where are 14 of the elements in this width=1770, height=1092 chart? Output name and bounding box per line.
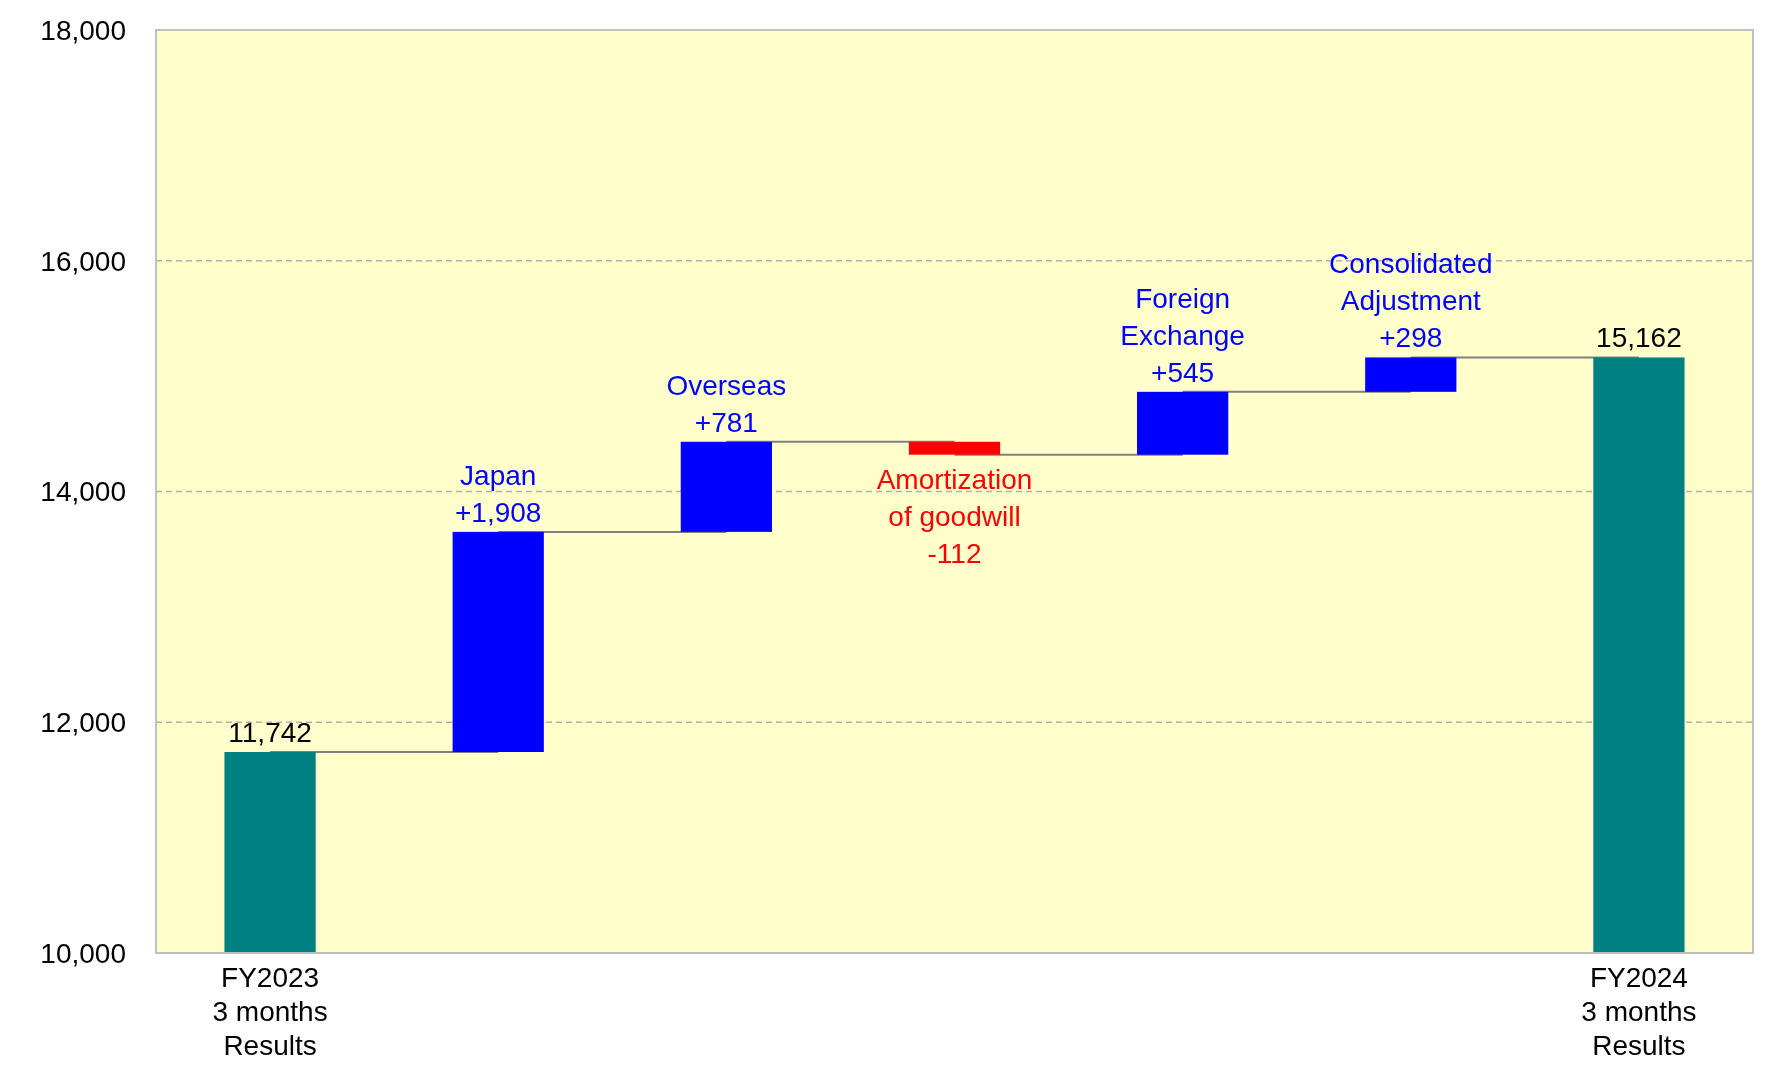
data-label: Amortization of goodwill -112 bbox=[876, 463, 1033, 569]
y-tick-label: 12,000 bbox=[40, 707, 126, 739]
data-label: Consolidated Adjustment +298 bbox=[1329, 248, 1493, 354]
data-label: Japan +1,908 bbox=[455, 459, 542, 528]
data-label: Foreign Exchange +545 bbox=[1120, 282, 1245, 388]
data-label: Overseas +781 bbox=[666, 369, 787, 438]
y-tick-label: 18,000 bbox=[40, 14, 126, 46]
y-tick-label: 10,000 bbox=[40, 937, 126, 969]
y-tick-label: 14,000 bbox=[40, 476, 126, 508]
data-label: 11,742 bbox=[228, 717, 312, 749]
data-label: 15,162 bbox=[1596, 322, 1682, 354]
x-tick-label: FY2024 3 months Results bbox=[1581, 962, 1697, 1061]
x-tick-label: FY2023 3 months Results bbox=[212, 962, 328, 1061]
y-tick-label: 16,000 bbox=[40, 245, 126, 277]
